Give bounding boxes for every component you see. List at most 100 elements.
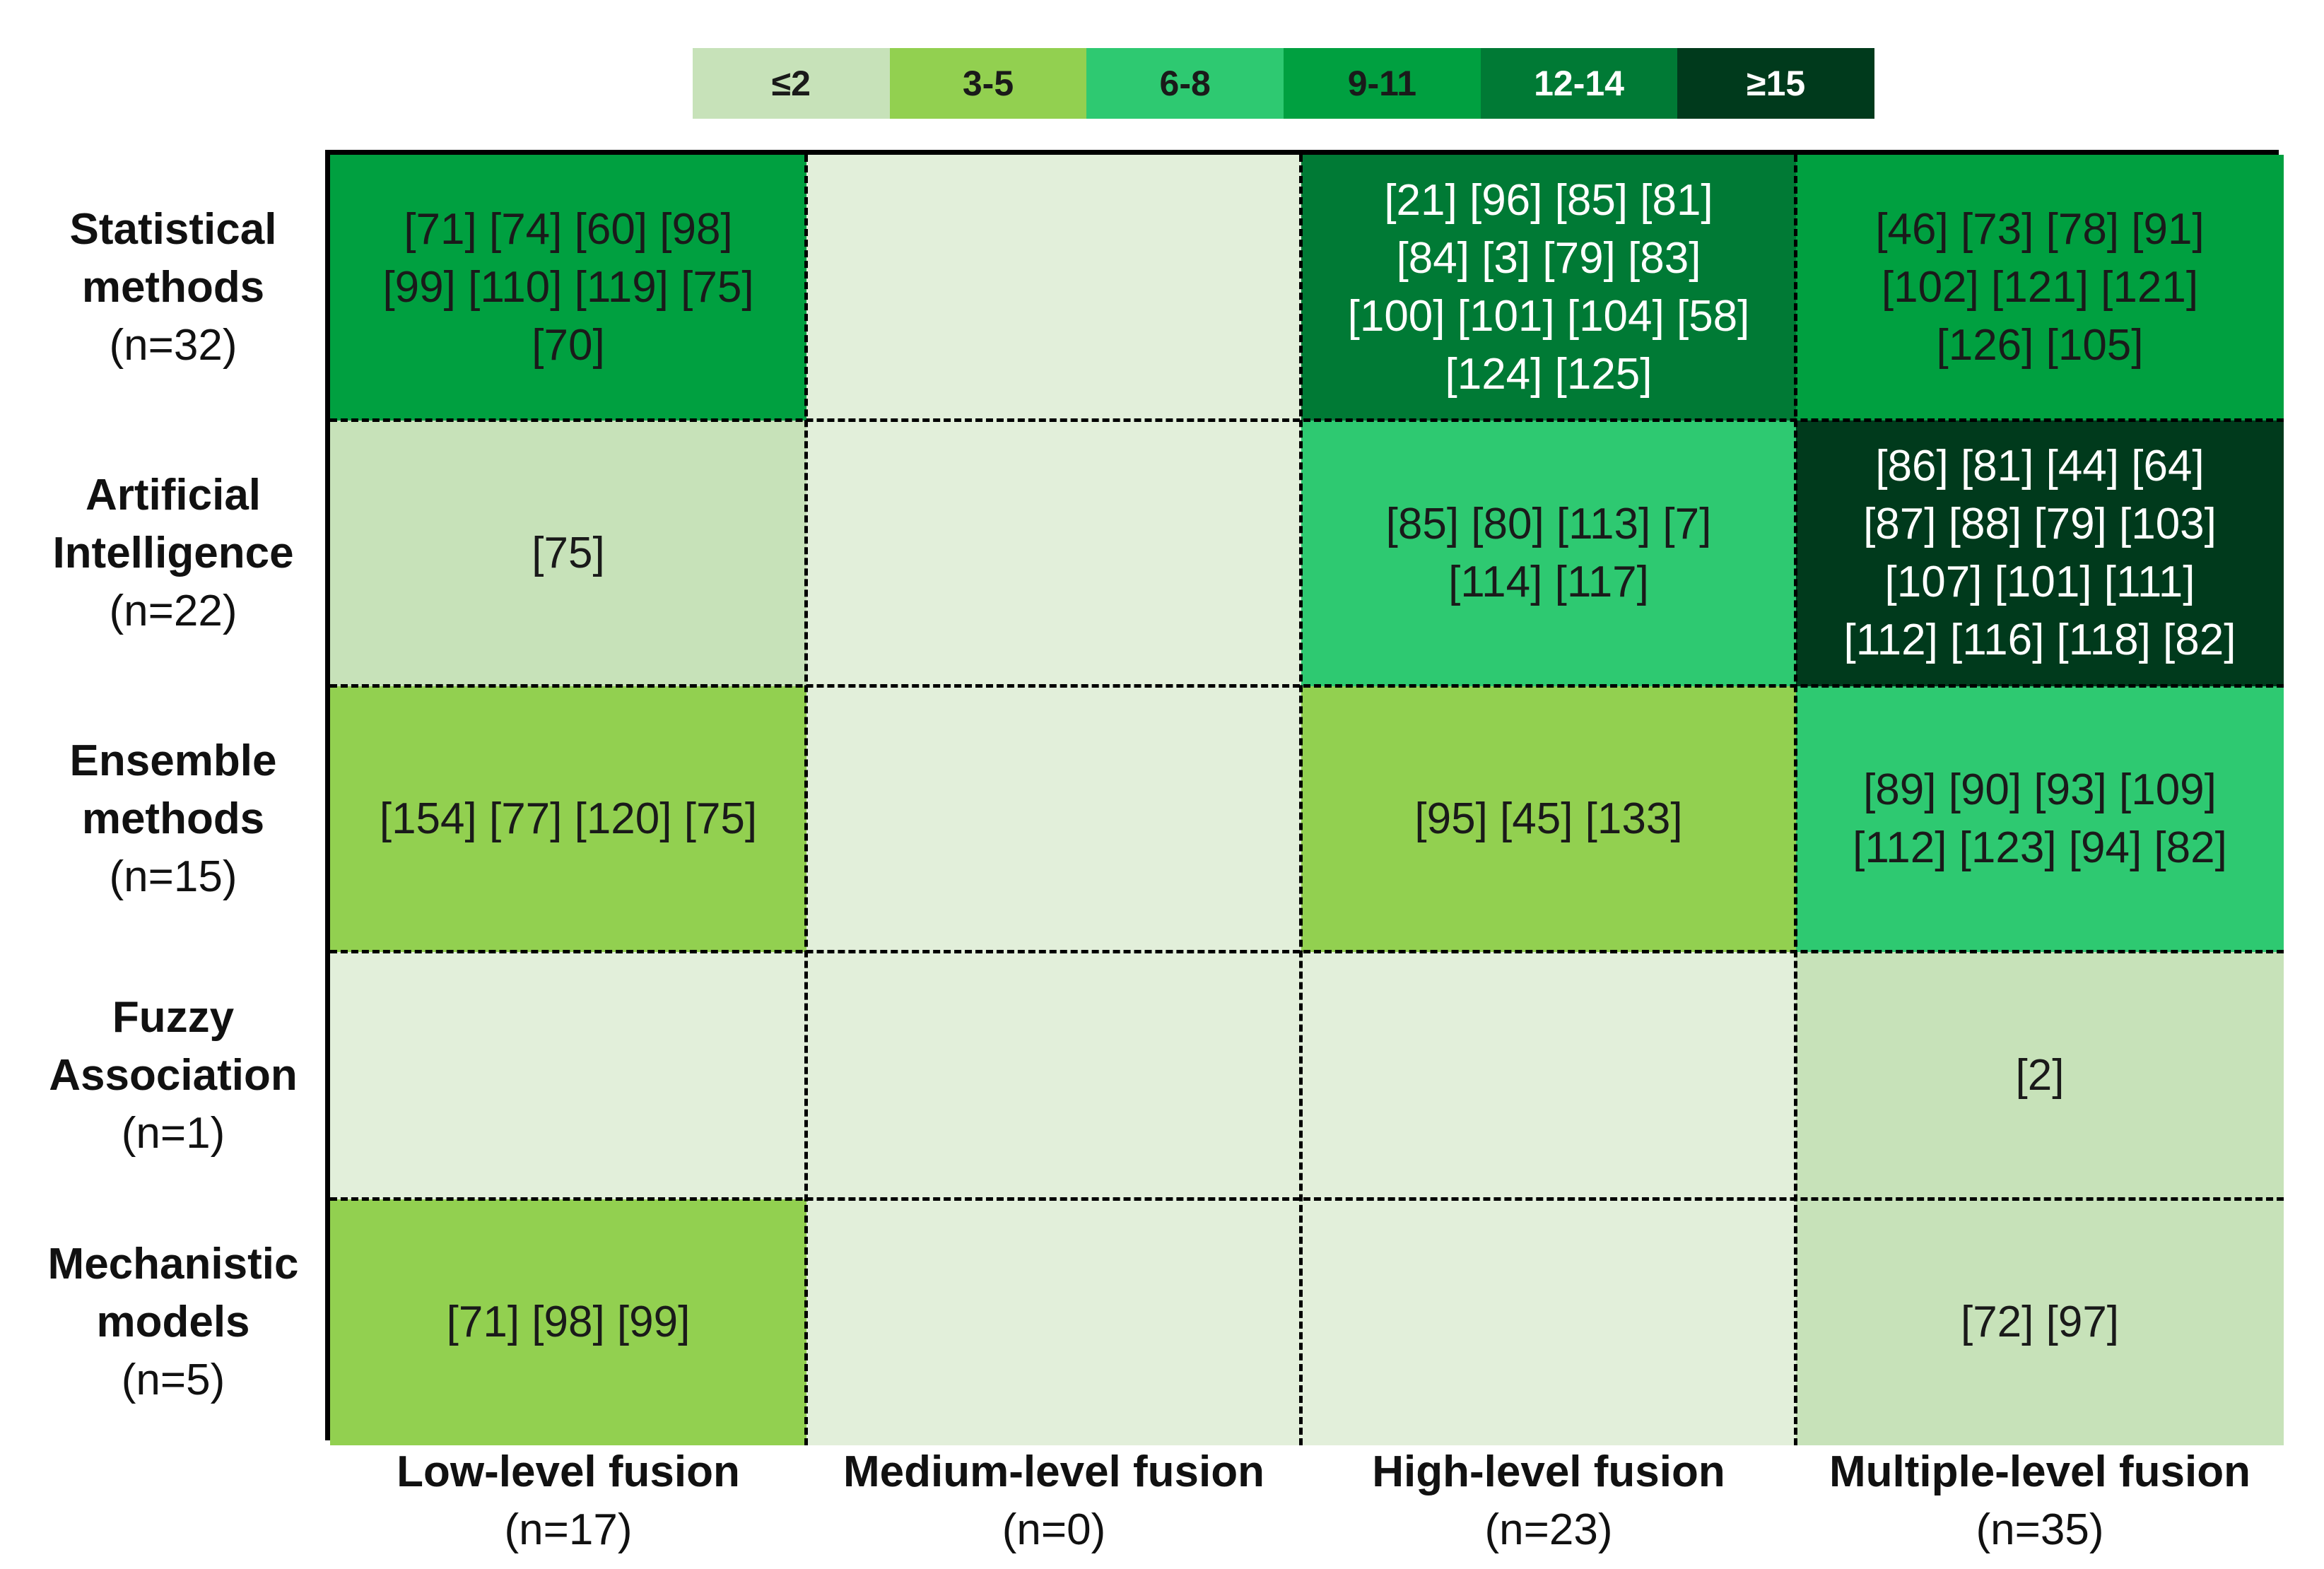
reference-line: [85] [80] [113] [7] (1385, 500, 1712, 548)
heatmap-cell: [85] [80] [113] [7] [114] [117] (1301, 421, 1796, 686)
reference-line: [124] [125] (1445, 350, 1653, 399)
row-label: Statistical methods (n=32) (28, 201, 318, 375)
row-label-count: (n=32) (109, 321, 237, 370)
reference-line: [89] [90] [93] [109] (1863, 765, 2217, 814)
reference-line: [70] (532, 321, 605, 370)
heatmap-cell (806, 155, 1301, 421)
heatmap-cell (330, 952, 806, 1199)
reference-line: [99] [110] [119] [75] (382, 263, 754, 312)
row-label-name: Artificial (85, 471, 262, 519)
legend-bin: ≥15 (1677, 48, 1875, 119)
heatmap-cell (806, 952, 1301, 1199)
reference-line: [71] [98] [99] (446, 1298, 691, 1346)
heatmap-cell (806, 686, 1301, 952)
column-label-name: High-level fusion (1372, 1447, 1725, 1496)
column-label-count: (n=0) (1002, 1505, 1106, 1554)
heatmap-cell: [46] [73] [78] [91] [102] [121] [121] [126… (1796, 155, 2284, 421)
column-label: High-level fusion (n=23) (1294, 1443, 1803, 1559)
cell-references: [75] (532, 524, 604, 582)
reference-line: [107] [101] [111] (1884, 558, 2195, 606)
cell-references: [71] [74] [60] [98] [99] [110] [119] [75]… (382, 201, 753, 375)
grid-divider-horizontal (330, 1197, 2284, 1201)
column-label: Low-level fusion (n=17) (323, 1443, 814, 1559)
row-label-name: models (96, 1298, 250, 1346)
heatmap-cell: [2] (1796, 952, 2284, 1199)
row-label-name: methods (81, 263, 265, 312)
reference-line: [2] (2015, 1051, 2065, 1100)
cell-references: [72] [97] (1961, 1293, 2119, 1351)
heatmap-cell (1301, 1199, 1796, 1445)
reference-line: [102] [121] [121] (1881, 263, 2199, 312)
column-label: Multiple-level fusion (n=35) (1789, 1443, 2291, 1559)
heatmap-cell: [154] [77] [120] [75] (330, 686, 806, 952)
cell-references: [86] [81] [44] [64] [87] [88] [79] [103] [… (1844, 437, 2236, 669)
grid-divider-vertical (804, 155, 808, 1445)
row-label-name: Ensemble (69, 736, 277, 785)
row-label-name: Statistical (69, 205, 277, 254)
row-label-count: (n=15) (109, 852, 237, 901)
reference-line: [75] (532, 529, 605, 577)
heatmap-cell: [71] [74] [60] [98] [99] [110] [119] [75]… (330, 155, 806, 421)
heatmap-cell: [71] [98] [99] (330, 1199, 806, 1445)
heatmap-cell (806, 1199, 1301, 1445)
color-legend: ≤2 3-5 6-8 9-11 12-14 ≥15 (693, 48, 1875, 119)
cell-references: [2] (2016, 1047, 2065, 1105)
legend-bin: ≤2 (693, 48, 890, 119)
reference-line: [71] [74] [60] [98] (404, 205, 733, 254)
row-label-count: (n=1) (121, 1109, 225, 1158)
legend-bin: 12-14 (1480, 48, 1678, 119)
cell-references: [85] [80] [113] [7] [114] [117] (1386, 495, 1712, 611)
heatmap-cell: [86] [81] [44] [64] [87] [88] [79] [103] [… (1796, 421, 2284, 686)
row-label-name: Fuzzy (112, 993, 235, 1042)
legend-bin: 3-5 (889, 48, 1087, 119)
column-label-name: Multiple-level fusion (1829, 1447, 2250, 1496)
reference-line: [100] [101] [104] [58] (1347, 292, 1750, 341)
reference-line: [21] [96] [85] [81] (1384, 176, 1713, 225)
grid-divider-horizontal (330, 684, 2284, 688)
row-label-name: methods (81, 794, 265, 843)
legend-bin: 9-11 (1284, 48, 1481, 119)
reference-line: [114] [117] (1448, 558, 1649, 606)
row-label: Fuzzy Association (n=1) (28, 989, 318, 1163)
row-label-name: Intelligence (52, 529, 294, 577)
heatmap-cell: [21] [96] [85] [81] [84] [3] [79] [83] [10… (1301, 155, 1796, 421)
reference-line: [84] [3] [79] [83] (1396, 234, 1701, 283)
reference-line: [86] [81] [44] [64] (1875, 442, 2205, 490)
cell-references: [154] [77] [120] [75] (380, 790, 757, 848)
column-label: Medium-level fusion (n=0) (799, 1443, 1308, 1559)
reference-line: [87] [88] [79] [103] (1863, 500, 2217, 548)
cell-references: [71] [98] [99] (447, 1293, 691, 1351)
row-label-name: Association (49, 1051, 298, 1100)
row-label-count: (n=22) (109, 587, 237, 635)
heatmap-cell (1301, 952, 1796, 1199)
heatmap-cell: [89] [90] [93] [109] [112] [123] [94] [82… (1796, 686, 2284, 952)
heatmap-cell (806, 421, 1301, 686)
column-label-count: (n=35) (1976, 1505, 2104, 1554)
cell-references: [89] [90] [93] [109] [112] [123] [94] [82… (1853, 761, 2227, 877)
reference-line: [46] [73] [78] [91] (1875, 205, 2205, 254)
heatmap-cell: [72] [97] (1796, 1199, 2284, 1445)
heatmap-grid: [71] [74] [60] [98] [99] [110] [119] [75]… (325, 150, 2284, 1445)
row-label: Mechanistic models (n=5) (28, 1235, 318, 1409)
row-label-count: (n=5) (121, 1356, 225, 1404)
reference-line: [112] [123] [94] [82] (1853, 823, 2227, 872)
grid-divider-vertical (1794, 155, 1797, 1445)
heatmap-cell: [75] (330, 421, 806, 686)
reference-line: [112] [116] [118] [82] (1843, 616, 2236, 664)
reference-line: [126] [105] (1936, 321, 2144, 370)
column-label-count: (n=17) (504, 1505, 633, 1554)
row-label-name: Mechanistic (47, 1240, 299, 1288)
row-label: Artificial Intelligence (n=22) (28, 466, 318, 640)
reference-line: [95] [45] [133] (1414, 794, 1683, 843)
column-label-name: Low-level fusion (397, 1447, 740, 1496)
column-label-count: (n=23) (1484, 1505, 1613, 1554)
reference-line: [72] [97] (1960, 1298, 2120, 1346)
cell-references: [95] [45] [133] (1414, 790, 1682, 848)
column-label-name: Medium-level fusion (843, 1447, 1264, 1496)
grid-divider-horizontal (330, 950, 2284, 953)
grid-divider-vertical (1299, 155, 1303, 1445)
cell-references: [46] [73] [78] [91] [102] [121] [121] [126… (1875, 201, 2204, 375)
grid-divider-horizontal (330, 418, 2284, 422)
row-label: Ensemble methods (n=15) (28, 732, 318, 906)
heatmap-cell: [95] [45] [133] (1301, 686, 1796, 952)
